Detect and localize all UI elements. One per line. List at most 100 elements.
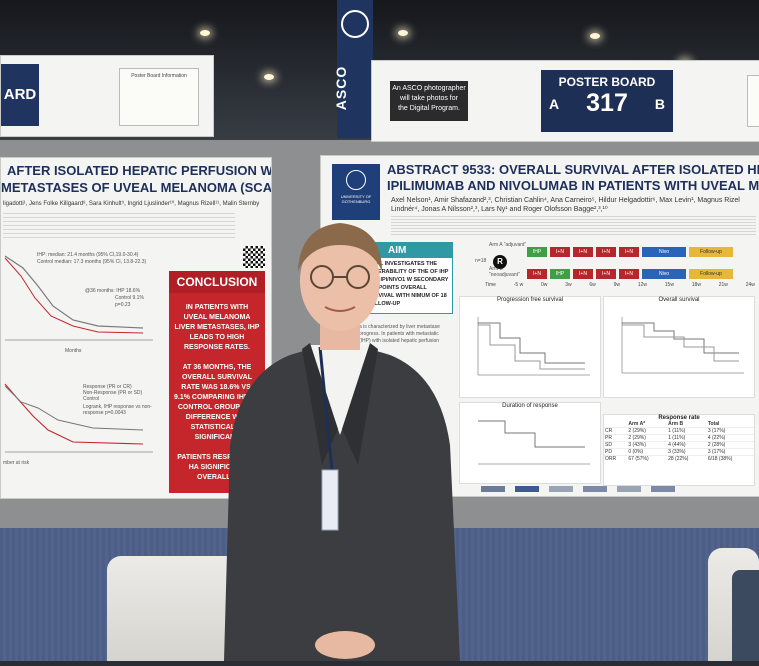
arm-b-box-1: IHP	[550, 269, 570, 279]
photographer-line: the Digital Program.	[398, 105, 460, 112]
pfs-curve	[478, 322, 585, 364]
table-cell: 2 (29%)	[627, 427, 668, 435]
lapel-right	[342, 343, 378, 465]
response-rate-title: Response rate	[658, 415, 700, 421]
table-cell: 2 (29%)	[627, 434, 668, 442]
table-header-cell: Arm B	[668, 421, 684, 427]
table-row: CR 2 (29%) 1 (11%) 3 (17%)	[604, 427, 754, 435]
table-row: PR 2 (29%) 1 (11%) 4 (22%)	[604, 434, 754, 442]
right-poster: ABSTRACT 9533: OVERALL SURVIVAL AFTER IS…	[320, 155, 759, 497]
timeline-tick-10: 24w	[745, 282, 755, 288]
timeline-tick-6: 12w	[637, 282, 647, 288]
table-cell: 0 (0%)	[627, 448, 668, 456]
photographer-line: An ASCO photographer	[392, 85, 466, 92]
arm-b-box-4: I+N	[619, 269, 639, 279]
arm-b-box-5: Nivo	[642, 269, 686, 279]
timeline-tick-2: 0w	[540, 282, 548, 288]
n-label: n=18	[475, 258, 487, 264]
university-logo: UNIVERSITY OF GOTHENBURG	[332, 164, 380, 220]
km-legend-control: Control median: 17.3 months (95% CI, 13.…	[37, 259, 147, 265]
timeline-tick-7: 15w	[664, 282, 674, 288]
table-cell: 3 (43%)	[627, 441, 668, 449]
response-rate-grid: Arm A* Arm B Total CR 2 (29%) 1 (11%) 3 (17%) P…	[604, 421, 754, 462]
response-rate-table: Response rate Arm A* Arm B Total CR 2 (29%) 1…	[603, 414, 755, 486]
os-curve	[622, 322, 739, 354]
table-cell: 3 (17%)	[706, 427, 754, 435]
conclusion-text: IN PATIENTS WITH UVEAL MELANOMA LIVER ME…	[174, 304, 260, 351]
left-poster-authors: ligadotti¹, Jens Folke Killgaard⁸, Sara …	[3, 201, 260, 207]
arm-b-box-0: I+N	[527, 269, 547, 279]
poster-board-label: POSTER BOARD	[558, 75, 656, 89]
arm-a-row: IHP I+N I+N I+N I+N Nivo Follow-up	[527, 247, 753, 257]
hair	[298, 223, 382, 271]
timeline-tick-9: 21w	[718, 282, 728, 288]
pfs-curve	[478, 324, 585, 370]
table-header-cell: Total	[707, 421, 720, 427]
arm-a-box-0: IHP	[527, 247, 547, 257]
km-legend-ihp: IHP: median: 21.4 months (95% CI,19.0-30…	[37, 252, 139, 258]
ceiling-light	[264, 74, 274, 80]
table-cell: 3 (33%)	[667, 448, 707, 456]
arm-a-box-6: Follow-up	[689, 247, 733, 257]
asco-logo-icon	[341, 10, 369, 38]
arm-a-box-3: I+N	[596, 247, 616, 257]
conclusion-title: CONCLUSION	[169, 271, 265, 293]
pfs-title: Progression free survival	[496, 297, 564, 303]
dor-svg	[478, 420, 590, 465]
dor-chart: Duration of response	[459, 402, 601, 484]
table-header-cell: Arm A*	[628, 421, 646, 427]
risk-table-header: mber at risk	[3, 460, 30, 466]
pfs-chart: Progression free survival	[459, 296, 601, 398]
trial-design-diagram: Arm A "adjuvant" Arm B "neoadjuvant" n=1…	[475, 242, 755, 290]
table-cell: SD	[604, 441, 628, 449]
arm-b-box-2: I+N	[573, 269, 593, 279]
university-seal-icon	[346, 170, 366, 190]
arm-a-label: Arm A "adjuvant"	[489, 242, 527, 248]
table-cell: ORR	[604, 455, 628, 462]
table-cell: 28 (22%)	[667, 455, 707, 462]
timeline-tick-1: -5 w	[513, 282, 524, 288]
body-text: a is characterized by liver metastase pr…	[359, 324, 440, 344]
photographer-line: will take photos for	[400, 95, 458, 102]
right-poster-title: ABSTRACT 9533: OVERALL SURVIVAL AFTER IS…	[387, 162, 759, 177]
left-poster-title: AFTER ISOLATED HEPATIC PERFUSION WITH	[7, 163, 272, 178]
km2-curve	[4, 385, 144, 431]
right-poster-authors: Axel Nelson¹, Amir Shafazand²,³, Christi…	[391, 197, 740, 204]
timeline-tick-3: 3w	[565, 282, 572, 288]
table-row: PD 0 (0%) 3 (33%) 3 (17%)	[604, 448, 754, 456]
university-name: UNIVERSITY OF GOTHENBURG	[340, 194, 372, 204]
table-cell: 6/18 (38%)	[706, 455, 754, 462]
os-svg	[621, 317, 744, 374]
arm-b-box-6: Follow-up	[689, 269, 733, 279]
arm-a-box-5: Nivo	[642, 247, 686, 257]
hands	[315, 631, 375, 659]
randomization-icon: R	[493, 255, 507, 269]
ceiling-light	[200, 30, 210, 36]
aim-box: AIM TRIAL INVESTIGATES THE TOLERABILITY …	[363, 242, 453, 314]
info-sheet: Poster Board Information	[119, 68, 199, 126]
info-sheet-edge	[747, 75, 759, 127]
affiliations-text-block	[3, 210, 235, 238]
qr-code-icon[interactable]	[243, 246, 265, 268]
info-sheet-title: Poster Board Information	[131, 73, 187, 79]
left-poster: AFTER ISOLATED HEPATIC PERFUSION WITH ME…	[0, 157, 272, 499]
left-poster-title: METASTASES OF UVEAL MELANOMA (SCANDIUM T…	[1, 180, 272, 195]
km-annotation: p=0.23	[115, 302, 131, 308]
smile	[324, 306, 356, 312]
arm-b-box-3: I+N	[596, 269, 616, 279]
km2-legend-item: Non-Response (PR or SD)	[83, 390, 143, 396]
right-poster-authors: Lindnér⁴, Jonas A Nilsson²,³, Lars Ny¹ a…	[391, 206, 608, 213]
table-cell: 3 (17%)	[706, 448, 754, 456]
table-cell: 1 (11%)	[667, 427, 707, 435]
arm-b-label: Arm B "neoadjuvant"	[489, 266, 520, 278]
timeline-tick-8: 18w	[691, 282, 701, 288]
poster-board-sign: POSTER BOARD A 317 B	[541, 70, 673, 132]
km-annotation: @36 months: IHP 18.6%	[85, 288, 141, 294]
side-a: A	[549, 95, 560, 112]
pillar-text: ASCO	[333, 65, 350, 111]
km2-legend-item: Control	[83, 396, 100, 402]
timeline: Time -5 w 0w 3w 6w 9w 12w 15w 18w 21w 24w	[485, 282, 755, 288]
km-chart-1: IHP: median: 21.4 months (95% CI,19.0-30…	[3, 246, 163, 358]
asco-pillar-banner: ASCO	[333, 0, 373, 138]
arm-a-box-2: I+N	[573, 247, 593, 257]
